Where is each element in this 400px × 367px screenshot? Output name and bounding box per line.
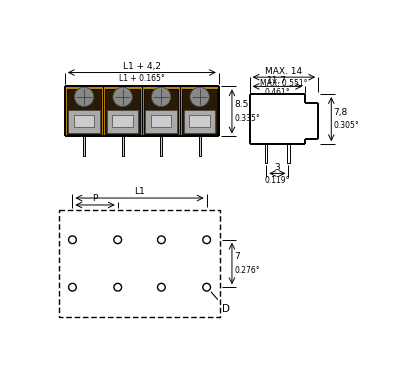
Bar <box>305 103 318 139</box>
Circle shape <box>203 236 210 244</box>
Bar <box>65 86 219 137</box>
Bar <box>287 144 290 163</box>
Circle shape <box>152 87 171 106</box>
Circle shape <box>114 236 122 244</box>
Text: L1 + 0.165°: L1 + 0.165° <box>119 74 165 83</box>
Bar <box>59 210 220 317</box>
Bar <box>83 137 85 156</box>
Bar <box>160 137 162 156</box>
Text: 7,8: 7,8 <box>334 108 348 117</box>
Bar <box>182 89 217 134</box>
Circle shape <box>158 283 165 291</box>
Text: 3: 3 <box>274 163 280 172</box>
Text: 0.461°: 0.461° <box>264 88 290 97</box>
Circle shape <box>114 283 122 291</box>
Text: 0.276°: 0.276° <box>234 266 260 275</box>
Bar <box>145 110 177 132</box>
Bar <box>189 115 210 127</box>
Bar <box>122 137 124 156</box>
Text: P: P <box>92 195 98 203</box>
Bar <box>265 144 268 163</box>
Bar <box>105 89 140 134</box>
Text: 8.5: 8.5 <box>234 100 249 109</box>
Bar <box>112 115 133 127</box>
Text: MAX. 0.551°: MAX. 0.551° <box>260 79 308 88</box>
Circle shape <box>113 87 132 106</box>
Circle shape <box>203 283 210 291</box>
Bar <box>107 110 138 132</box>
Bar <box>199 137 200 156</box>
Bar <box>74 115 94 127</box>
Circle shape <box>190 87 209 106</box>
Text: L1: L1 <box>134 188 145 196</box>
Bar <box>68 110 100 132</box>
Text: 7: 7 <box>234 252 240 261</box>
Circle shape <box>68 283 76 291</box>
Text: L1 + 4,2: L1 + 4,2 <box>123 62 161 71</box>
Text: 11,7: 11,7 <box>267 76 287 85</box>
Text: 0.335°: 0.335° <box>234 114 260 123</box>
Bar <box>184 110 215 132</box>
Text: 0.119°: 0.119° <box>265 176 290 185</box>
Text: D: D <box>211 292 230 314</box>
Circle shape <box>68 236 76 244</box>
Bar <box>250 94 305 144</box>
Bar <box>144 89 178 134</box>
Circle shape <box>74 87 94 106</box>
Bar <box>151 115 171 127</box>
Text: 0.305°: 0.305° <box>334 121 359 130</box>
Bar <box>67 89 102 134</box>
Text: MAX. 14: MAX. 14 <box>265 66 302 76</box>
Circle shape <box>158 236 165 244</box>
